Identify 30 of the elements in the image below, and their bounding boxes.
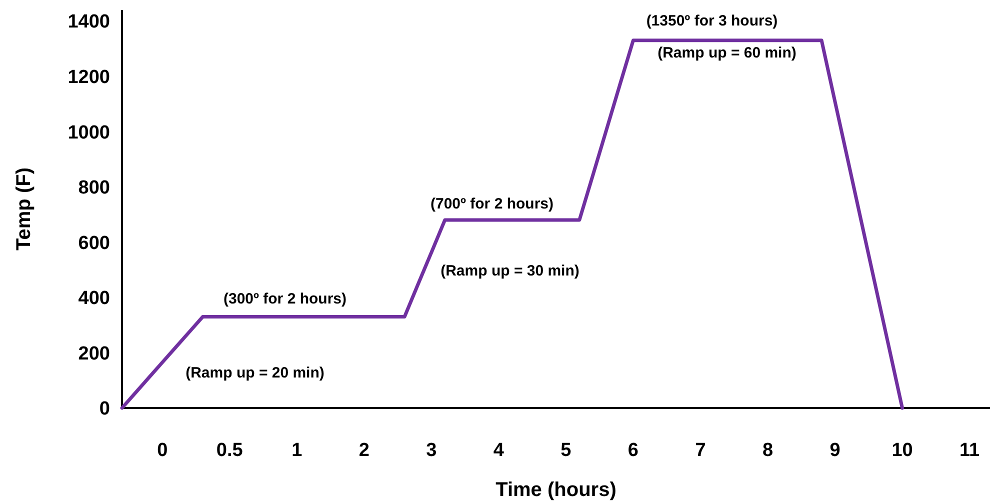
y-axis-title: Temp (F) [13, 168, 35, 250]
y-tick-label: 1200 [68, 66, 110, 88]
x-tick-label: 2 [358, 440, 370, 461]
y-tick-label: 0 [99, 398, 110, 420]
x-tick-label: 0 [157, 440, 168, 461]
x-tick-label: 9 [830, 440, 840, 461]
y-tick-label: 1000 [68, 122, 110, 144]
y-tick-label: 800 [78, 178, 110, 199]
x-tick-label: 5 [560, 440, 572, 461]
y-tick-label: 1400 [68, 12, 110, 33]
x-tick-label: 4 [493, 440, 504, 461]
x-tick-label: 3 [426, 440, 437, 461]
annotation: (700º for 2 hours) [430, 195, 554, 212]
annotation: (Ramp up = 20 min) [186, 364, 324, 382]
y-tick-label: 600 [78, 232, 110, 254]
annotation: (1350º for 3 hours) [646, 12, 778, 30]
x-tick-label: 8 [762, 440, 774, 461]
y-tick-label: 200 [78, 343, 110, 364]
x-tick-label: 1 [292, 440, 303, 461]
y-tick-label: 400 [78, 288, 110, 310]
annotation: (Ramp up = 30 min) [440, 262, 580, 280]
x-tick-label: 11 [960, 440, 980, 461]
annotation: (300º for 2 hours) [223, 290, 347, 308]
x-tick-label: 7 [695, 440, 706, 461]
x-tick-label: 6 [628, 440, 639, 461]
x-tick-label: 0.5 [216, 440, 244, 461]
x-axis-title: Time (hours) [496, 479, 616, 501]
annotation: (Ramp up = 60 min) [658, 44, 796, 62]
line-series [120, 38, 904, 410]
x-tick-label: 10 [892, 440, 913, 461]
